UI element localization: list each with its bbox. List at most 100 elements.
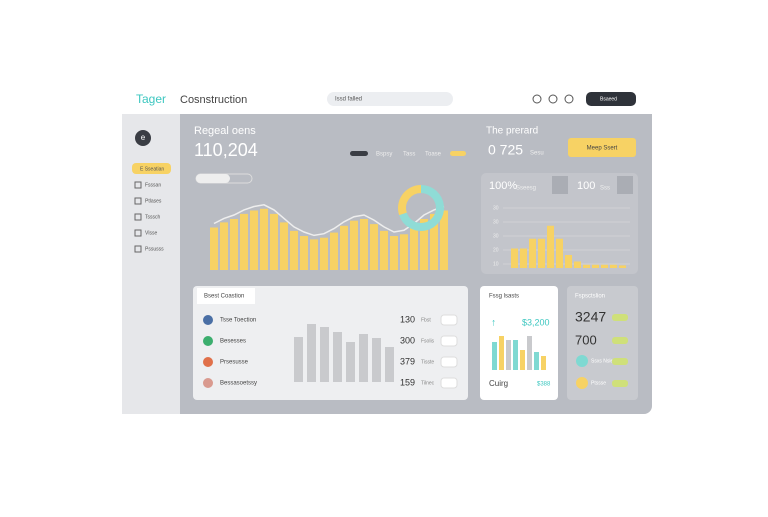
user-button[interactable] bbox=[586, 92, 636, 106]
sales-arrow: ↑ bbox=[491, 318, 496, 329]
search-box[interactable] bbox=[327, 92, 453, 106]
summary-item: Ssxs Nsle bbox=[591, 358, 613, 364]
bar bbox=[300, 236, 308, 270]
bar bbox=[385, 347, 394, 382]
nav-item[interactable]: Fsssan bbox=[145, 182, 161, 188]
bar bbox=[359, 334, 368, 382]
stat-label: Sseesg bbox=[516, 186, 536, 192]
summary-value: 700 bbox=[575, 332, 597, 347]
bar bbox=[565, 255, 572, 268]
tab[interactable] bbox=[197, 288, 255, 304]
avatar[interactable] bbox=[135, 130, 151, 146]
app-title: Cosnstruction bbox=[180, 94, 247, 106]
icon[interactable] bbox=[532, 94, 542, 104]
search-text: Issd falled bbox=[335, 97, 362, 103]
sales-label: Cuirg bbox=[489, 379, 508, 388]
action-button[interactable] bbox=[568, 138, 636, 157]
nav-item[interactable]: Tsssch bbox=[145, 214, 161, 220]
bar bbox=[350, 220, 358, 270]
row-button[interactable] bbox=[440, 335, 458, 347]
bar bbox=[430, 213, 438, 270]
row-status: Fbst bbox=[421, 317, 431, 323]
row-name: Prsesusse bbox=[220, 360, 249, 366]
user-button-label: Bsaeed bbox=[600, 96, 617, 102]
table-card bbox=[193, 286, 468, 400]
trend-line bbox=[213, 204, 445, 237]
bar bbox=[370, 224, 378, 270]
row-button[interactable] bbox=[440, 356, 458, 368]
action-button-label: Meep Ssert bbox=[587, 146, 618, 152]
nav-item[interactable]: E Sseatian bbox=[140, 166, 164, 172]
icon[interactable] bbox=[548, 94, 558, 104]
bar bbox=[346, 342, 355, 382]
bar bbox=[541, 356, 546, 370]
summary-value: 3247 bbox=[575, 309, 606, 325]
stat-value: 100 bbox=[577, 180, 595, 192]
bar bbox=[320, 327, 329, 382]
badge bbox=[612, 380, 628, 387]
bar bbox=[527, 336, 532, 370]
nav-icon bbox=[134, 181, 142, 189]
bar bbox=[440, 210, 448, 270]
bar bbox=[240, 213, 248, 270]
nav-item[interactable]: Vlsse bbox=[145, 230, 157, 236]
stat-value: 100% bbox=[489, 180, 517, 192]
stat-icon bbox=[552, 176, 568, 194]
bar bbox=[492, 342, 497, 370]
legend: Toase bbox=[425, 152, 442, 158]
bar bbox=[619, 265, 626, 268]
bar bbox=[529, 238, 536, 268]
bar bbox=[556, 238, 563, 268]
row-status: Tisste bbox=[421, 359, 434, 365]
bar bbox=[380, 230, 388, 270]
bar bbox=[220, 222, 228, 270]
summary-title: Fspsctslion bbox=[575, 294, 605, 300]
row-button[interactable] bbox=[440, 314, 458, 326]
bar bbox=[270, 213, 278, 270]
project-title: The prerard bbox=[486, 126, 538, 137]
stat-icon bbox=[617, 176, 633, 194]
legend: Bspsy bbox=[376, 152, 392, 158]
nav-icon bbox=[134, 229, 142, 237]
tab-label: Bsest Coastion bbox=[204, 294, 244, 300]
nav-item[interactable]: Ptlases bbox=[145, 198, 162, 204]
overview-value: 110,204 bbox=[194, 140, 258, 160]
row-icon bbox=[203, 378, 213, 388]
sidebar bbox=[122, 114, 180, 414]
row-button[interactable] bbox=[440, 377, 458, 389]
bar bbox=[547, 225, 554, 268]
y-tick-label: 10 bbox=[493, 261, 499, 267]
icon[interactable] bbox=[564, 94, 574, 104]
y-tick-label: 20 bbox=[493, 247, 499, 253]
y-tick-label: 30 bbox=[493, 205, 499, 211]
row-status: Fsolis bbox=[421, 338, 435, 344]
sales-card bbox=[480, 286, 558, 400]
bar bbox=[583, 264, 590, 268]
overview-title: Regeal oens bbox=[194, 125, 256, 137]
nav-icon bbox=[134, 197, 142, 205]
bar bbox=[333, 332, 342, 382]
bar bbox=[330, 232, 338, 270]
bar bbox=[574, 261, 581, 268]
legend: Tass bbox=[403, 152, 415, 158]
bar bbox=[390, 236, 398, 270]
nav-item[interactable]: Pssusss bbox=[145, 246, 164, 252]
bar bbox=[307, 324, 316, 382]
badge bbox=[612, 337, 628, 344]
badge bbox=[612, 314, 628, 321]
bar bbox=[592, 264, 599, 268]
nav-icon bbox=[134, 245, 142, 253]
bar bbox=[294, 337, 303, 382]
bar bbox=[420, 219, 428, 270]
nav-icon bbox=[134, 213, 142, 221]
bar bbox=[601, 264, 608, 268]
bar bbox=[499, 336, 504, 370]
row-status: Tilnec bbox=[421, 380, 435, 386]
project-value: 0 725 bbox=[488, 142, 523, 158]
legend-swatch bbox=[350, 151, 368, 156]
bar bbox=[513, 340, 518, 370]
donut-segment bbox=[398, 185, 422, 216]
row-value: 300 bbox=[400, 335, 415, 345]
